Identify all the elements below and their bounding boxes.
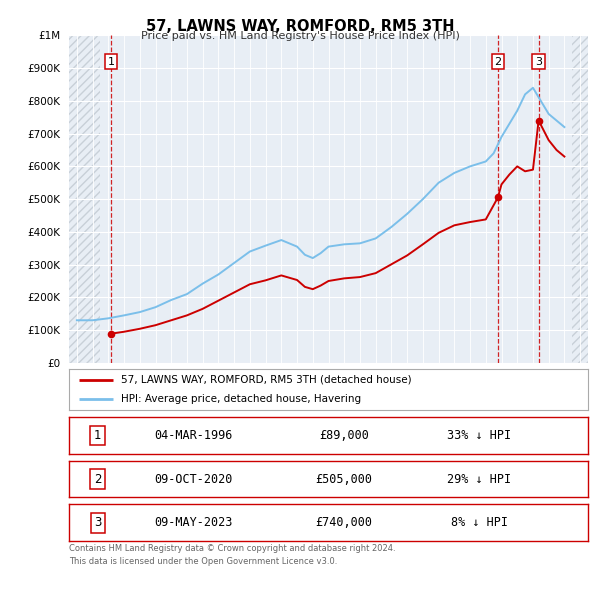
Text: 3: 3 bbox=[535, 57, 542, 67]
Text: £505,000: £505,000 bbox=[316, 473, 373, 486]
Text: 09-OCT-2020: 09-OCT-2020 bbox=[154, 473, 233, 486]
Text: Price paid vs. HM Land Registry's House Price Index (HPI): Price paid vs. HM Land Registry's House … bbox=[140, 31, 460, 41]
Text: 33% ↓ HPI: 33% ↓ HPI bbox=[447, 429, 511, 442]
Bar bbox=[69, 35, 100, 363]
Text: 3: 3 bbox=[94, 516, 101, 529]
Text: This data is licensed under the Open Government Licence v3.0.: This data is licensed under the Open Gov… bbox=[69, 557, 337, 566]
Text: 8% ↓ HPI: 8% ↓ HPI bbox=[451, 516, 508, 529]
Text: 1: 1 bbox=[107, 57, 115, 67]
Text: 57, LAWNS WAY, ROMFORD, RM5 3TH (detached house): 57, LAWNS WAY, ROMFORD, RM5 3TH (detache… bbox=[121, 375, 412, 385]
Text: HPI: Average price, detached house, Havering: HPI: Average price, detached house, Have… bbox=[121, 394, 361, 404]
Text: £740,000: £740,000 bbox=[316, 516, 373, 529]
Text: 29% ↓ HPI: 29% ↓ HPI bbox=[447, 473, 511, 486]
Text: 09-MAY-2023: 09-MAY-2023 bbox=[154, 516, 233, 529]
Text: 2: 2 bbox=[494, 57, 502, 67]
Text: £89,000: £89,000 bbox=[319, 429, 369, 442]
Bar bbox=[572, 35, 588, 363]
Text: 2: 2 bbox=[94, 473, 101, 486]
Text: 57, LAWNS WAY, ROMFORD, RM5 3TH: 57, LAWNS WAY, ROMFORD, RM5 3TH bbox=[146, 19, 454, 34]
Text: Contains HM Land Registry data © Crown copyright and database right 2024.: Contains HM Land Registry data © Crown c… bbox=[69, 544, 395, 553]
Text: 04-MAR-1996: 04-MAR-1996 bbox=[154, 429, 233, 442]
Text: 1: 1 bbox=[94, 429, 101, 442]
